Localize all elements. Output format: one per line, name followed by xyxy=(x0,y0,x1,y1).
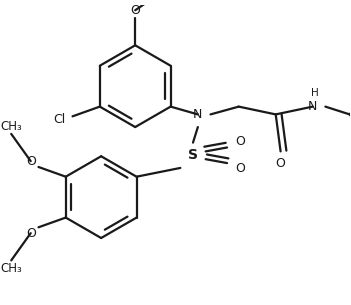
Text: N: N xyxy=(308,100,317,113)
Text: O: O xyxy=(276,156,285,170)
Text: Cl: Cl xyxy=(53,113,65,126)
Text: CH₃: CH₃ xyxy=(0,120,22,133)
Text: O: O xyxy=(130,4,140,17)
Text: O: O xyxy=(236,162,246,175)
Text: O: O xyxy=(236,135,246,148)
Text: N: N xyxy=(193,108,203,121)
Text: H: H xyxy=(311,88,318,98)
Text: S: S xyxy=(188,148,198,162)
Text: O: O xyxy=(26,155,36,168)
Text: O: O xyxy=(26,227,36,240)
Text: CH₃: CH₃ xyxy=(0,262,22,275)
